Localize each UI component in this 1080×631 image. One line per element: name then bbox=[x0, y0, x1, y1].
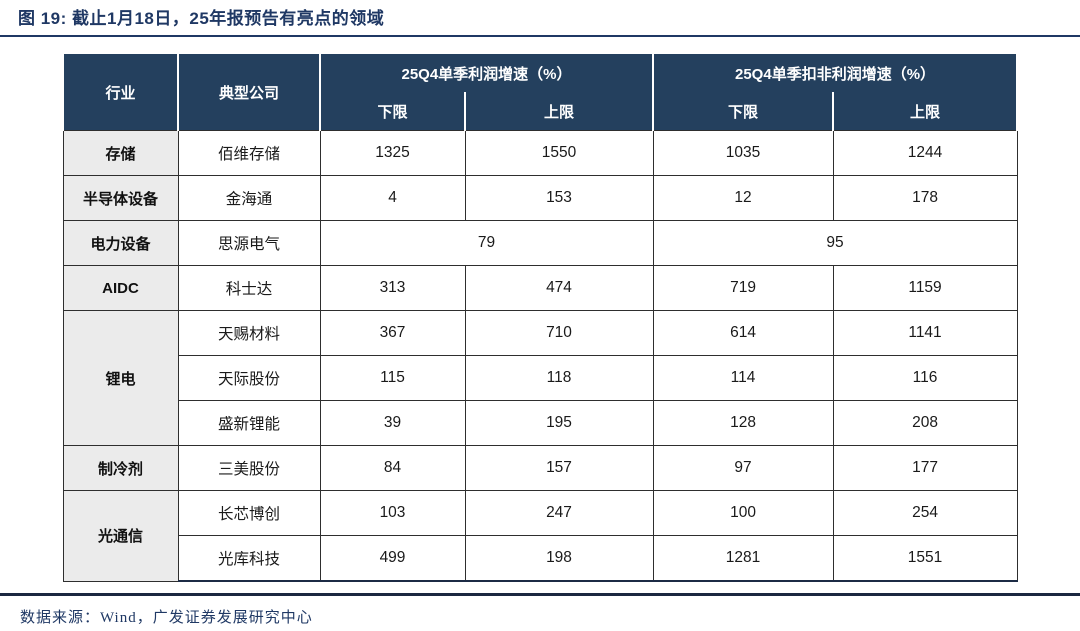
industry-cell: 光通信 bbox=[62, 490, 179, 582]
title-divider bbox=[0, 35, 1080, 37]
value-cell: 1551 bbox=[832, 535, 1018, 582]
value-cell-merged: 95 bbox=[652, 220, 1018, 266]
col-header-company: 典型公司 bbox=[177, 54, 321, 131]
value-cell: 1141 bbox=[832, 310, 1018, 356]
value-cell: 313 bbox=[319, 265, 466, 311]
value-cell: 1325 bbox=[319, 130, 466, 176]
industry-cell: 制冷剂 bbox=[62, 445, 179, 491]
company-cell: 光库科技 bbox=[177, 535, 321, 582]
value-cell: 614 bbox=[652, 310, 834, 356]
value-cell: 100 bbox=[652, 490, 834, 536]
data-source: 数据来源：Wind，广发证券发展研究中心 bbox=[20, 610, 313, 626]
table-row: 制冷剂 三美股份 84 157 97 177 bbox=[62, 445, 1018, 491]
value-cell: 1035 bbox=[652, 130, 834, 176]
company-cell: 思源电气 bbox=[177, 220, 321, 266]
value-cell: 1159 bbox=[832, 265, 1018, 311]
table-row: 盛新锂能 39 195 128 208 bbox=[63, 400, 1018, 446]
value-cell: 247 bbox=[464, 490, 654, 536]
industry-cell: 锂电 bbox=[62, 310, 179, 446]
col-header-deducted-group: 25Q4单季扣非利润增速（%） bbox=[652, 54, 1019, 92]
industry-cell: 电力设备 bbox=[62, 220, 179, 266]
value-cell: 367 bbox=[319, 310, 466, 356]
value-cell: 118 bbox=[464, 355, 654, 401]
company-cell: 天际股份 bbox=[177, 355, 321, 401]
table-row: 光通信 长芯博创 103 247 100 254 bbox=[62, 490, 1018, 582]
col-header-profit-lower: 下限 bbox=[319, 92, 466, 131]
table-row: 锂电 天赐材料 367 710 614 1141 bbox=[62, 310, 1018, 446]
value-cell: 208 bbox=[832, 400, 1018, 446]
company-cell: 盛新锂能 bbox=[177, 400, 321, 446]
value-cell: 198 bbox=[464, 535, 654, 582]
industry-cell: 半导体设备 bbox=[62, 175, 179, 221]
company-cell: 佰维存储 bbox=[177, 130, 321, 176]
table-body: 存储 佰维存储 1325 1550 1035 1244 半导体设备 金海通 4 … bbox=[62, 130, 1018, 582]
table-row: AIDC 科士达 313 474 719 1159 bbox=[62, 265, 1018, 311]
value-cell: 153 bbox=[464, 175, 654, 221]
value-cell: 195 bbox=[464, 400, 654, 446]
footer-divider bbox=[0, 593, 1080, 596]
table-row: 天际股份 115 118 114 116 bbox=[63, 355, 1018, 401]
report-table: 行业 典型公司 25Q4单季利润增速（%） 25Q4单季扣非利润增速（%） 下限… bbox=[62, 54, 1019, 582]
value-cell: 12 bbox=[652, 175, 834, 221]
company-cell: 三美股份 bbox=[177, 445, 321, 491]
company-cell: 天赐材料 bbox=[177, 310, 321, 356]
table-row: 半导体设备 金海通 4 153 12 178 bbox=[62, 175, 1018, 221]
table-header: 行业 典型公司 25Q4单季利润增速（%） 25Q4单季扣非利润增速（%） 下限… bbox=[62, 54, 1019, 131]
company-cell: 金海通 bbox=[177, 175, 321, 221]
company-cell: 长芯博创 bbox=[177, 490, 321, 536]
col-header-profit-group: 25Q4单季利润增速（%） bbox=[318, 54, 655, 92]
industry-cell: AIDC bbox=[62, 265, 179, 311]
col-header-deducted-upper: 上限 bbox=[832, 92, 1019, 131]
value-cell: 177 bbox=[832, 445, 1018, 491]
value-cell: 116 bbox=[832, 355, 1018, 401]
table-row: 存储 佰维存储 1325 1550 1035 1244 bbox=[62, 130, 1018, 176]
value-cell: 39 bbox=[319, 400, 466, 446]
value-cell: 115 bbox=[319, 355, 466, 401]
value-cell: 103 bbox=[319, 490, 466, 536]
value-cell: 474 bbox=[464, 265, 654, 311]
industry-cell: 存储 bbox=[62, 130, 179, 176]
header-row-groups: 行业 典型公司 25Q4单季利润增速（%） 25Q4单季扣非利润增速（%） bbox=[62, 54, 1019, 131]
value-cell: 84 bbox=[319, 445, 466, 491]
value-cell: 1281 bbox=[652, 535, 834, 582]
value-cell: 114 bbox=[652, 355, 834, 401]
value-cell: 1550 bbox=[464, 130, 654, 176]
col-header-industry: 行业 bbox=[62, 54, 179, 131]
value-cell: 719 bbox=[652, 265, 834, 311]
company-cell: 科士达 bbox=[177, 265, 321, 311]
value-cell-merged: 79 bbox=[319, 220, 654, 266]
table-row: 电力设备 思源电气 79 95 bbox=[62, 220, 1018, 266]
value-cell: 710 bbox=[464, 310, 654, 356]
value-cell: 128 bbox=[652, 400, 834, 446]
value-cell: 178 bbox=[832, 175, 1018, 221]
value-cell: 499 bbox=[319, 535, 466, 582]
value-cell: 1244 bbox=[832, 130, 1018, 176]
header-row-bounds: 下限 上限 下限 上限 bbox=[63, 92, 1019, 131]
col-header-profit-upper: 上限 bbox=[463, 92, 655, 131]
table-row: 光库科技 499 198 1281 1551 bbox=[63, 535, 1018, 582]
col-header-deducted-lower: 下限 bbox=[652, 92, 835, 131]
figure-title: 图 19: 截止1月18日，25年报预告有亮点的领域 bbox=[18, 9, 385, 28]
value-cell: 254 bbox=[832, 490, 1018, 536]
value-cell: 97 bbox=[652, 445, 834, 491]
value-cell: 157 bbox=[464, 445, 654, 491]
value-cell: 4 bbox=[319, 175, 466, 221]
